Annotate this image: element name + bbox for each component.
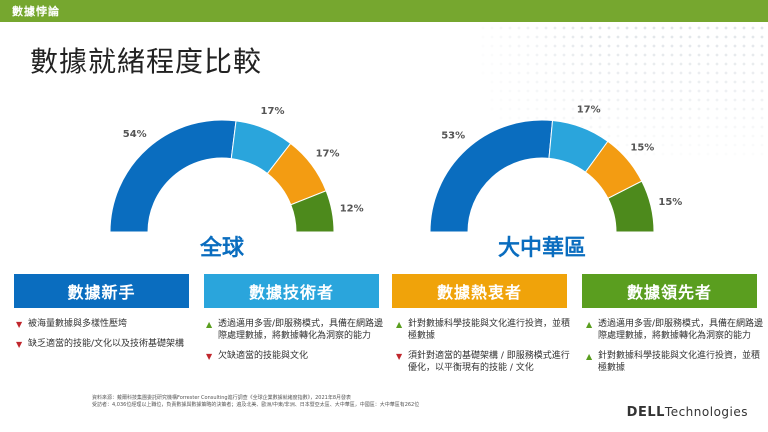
gauge-chart-greater-china: 53% 17% 15% 15% [402, 92, 682, 233]
gauge-value-label-1: 54% [123, 129, 147, 140]
category-column-data-technologist: ▲ 透過邁用多雲/即服務模式，具備在網路邊際處理數據，將數據轉化為洞察的能力 ▼… [206, 318, 386, 370]
down-triangle-icon: ▼ [396, 352, 403, 361]
footnote-line-source: 資料來源：戴爾科技集團委託研究機構Forrester Consulting進行調… [92, 395, 352, 401]
dell-technologies-logo: DELLTechnologies [627, 405, 748, 420]
down-triangle-icon: ▼ [16, 340, 23, 349]
logo-suffix: Technologies [664, 405, 748, 419]
item-text: 針對數據科學技能與文化進行投資，並積極數據 [408, 319, 571, 341]
list-item: ▲ 針對數據科學技能與文化進行投資，並積極數據 [586, 350, 766, 374]
region-label-greater-china: 大中華區 [497, 236, 586, 261]
gauge-segment-4 [290, 190, 335, 233]
category-column-data-novice: ▼ 被海量數據與多樣性壓垮 ▼ 缺乏適當的技能/文化以及技術基礎架構 [16, 318, 196, 358]
list-item: ▲ 透過邁用多雲/即服務模式，具備在網路邊際處理數據，將數據轉化為洞察的能力 [206, 318, 386, 342]
item-text: 欠缺適當的技能與文化 [218, 351, 309, 361]
list-item: ▲ 針對數據科學技能與文化進行投資，並積極數據 [396, 318, 576, 342]
category-header-data-technologist: 數據技術者 [204, 274, 379, 308]
item-text: 透過邁用多雲/即服務模式，具備在網路邊際處理數據，將數據轉化為洞察的能力 [598, 319, 764, 341]
up-triangle-icon: ▲ [206, 320, 213, 329]
section-label: 數據悖論 [12, 5, 60, 18]
item-text: 透過邁用多雲/即服務模式，具備在網路邊際處理數據，將數據轉化為洞察的能力 [218, 319, 384, 341]
list-item: ▼ 被海量數據與多樣性壓垮 [16, 318, 196, 330]
category-header-data-novice: 數據新手 [14, 274, 189, 308]
list-item: ▼ 欠缺適當的技能與文化 [206, 350, 386, 362]
category-column-data-leader: ▲ 透過邁用多雲/即服務模式，具備在網路邊際處理數據，將數據轉化為洞察的能力 ▲… [586, 318, 766, 382]
down-triangle-icon: ▼ [206, 352, 213, 361]
slide-title: 數據就緒程度比較 [30, 45, 263, 78]
item-text: 被海量數據與多樣性壓垮 [28, 319, 128, 329]
gauge-value-label-2: 17% [261, 106, 285, 117]
source-footnote: 資料來源：戴爾科技集團委託研究機構Forrester Consulting進行調… [92, 395, 542, 409]
down-triangle-icon: ▼ [16, 320, 23, 329]
gauge-value-label-4: 12% [340, 203, 364, 214]
up-triangle-icon: ▲ [586, 320, 593, 329]
gauge-svg-global: 54% 17% 17% 12% [109, 106, 364, 233]
gauge-value-label-3: 15% [630, 142, 654, 153]
gauge-value-label-1: 53% [441, 130, 465, 141]
gauge-chart-global: 54% 17% 17% 12% [82, 92, 364, 233]
gauge-value-label-3: 17% [316, 149, 340, 160]
list-item: ▼ 缺乏適當的技能/文化以及技術基礎架構 [16, 338, 196, 350]
up-triangle-icon: ▲ [396, 320, 403, 329]
gauge-value-label-4: 15% [658, 197, 682, 208]
list-item: ▼ 須針對適當的基礎架構 / 即服務模式進行優化，以平衡現有的技能 / 文化 [396, 350, 576, 374]
footnote-line-respondents: 受訪者：4,036位經理以上職位，負責數據與數據策略的決策者；遍及北美、歐洲/中… [92, 402, 420, 408]
item-text: 針對數據科學技能與文化進行投資，並積極數據 [598, 351, 761, 373]
gauge-segment-4 [607, 180, 655, 233]
up-triangle-icon: ▲ [586, 352, 593, 361]
category-column-data-enthusiast: ▲ 針對數據科學技能與文化進行投資，並積極數據 ▼ 須針對適當的基礎架構 / 即… [396, 318, 576, 382]
gauge-svg-greater-china: 53% 17% 15% 15% [429, 105, 682, 233]
item-text: 須針對適當的基礎架構 / 即服務模式進行優化，以平衡現有的技能 / 文化 [408, 351, 570, 373]
category-header-data-enthusiast: 數據熱衷者 [392, 274, 567, 308]
section-header-bar: 數據悖論 [0, 0, 768, 22]
item-text: 缺乏適當的技能/文化以及技術基礎架構 [28, 339, 185, 349]
list-item: ▲ 透過邁用多雲/即服務模式，具備在網路邊際處理數據，將數據轉化為洞察的能力 [586, 318, 766, 342]
region-label-global: 全球 [199, 236, 244, 261]
gauge-value-label-2: 17% [577, 105, 601, 116]
category-header-data-leader: 數據領先者 [582, 274, 757, 308]
logo-brand: DELL [626, 405, 665, 420]
